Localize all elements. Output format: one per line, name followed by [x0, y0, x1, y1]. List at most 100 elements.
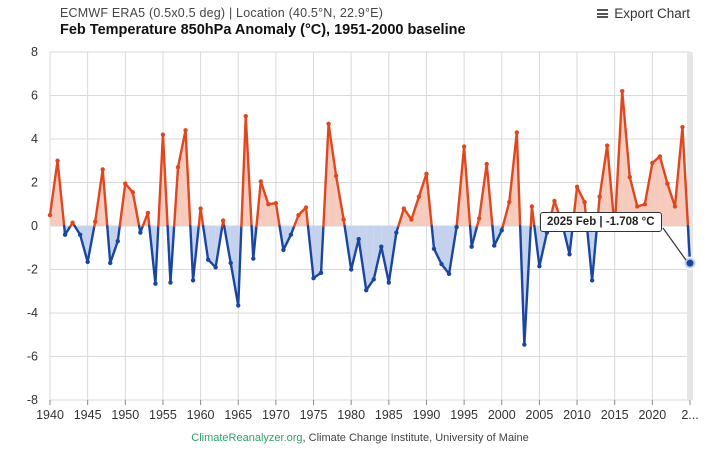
- data-point[interactable]: [514, 130, 520, 135]
- data-point[interactable]: [85, 259, 90, 265]
- data-point[interactable]: [273, 200, 279, 206]
- positive-area: [268, 203, 276, 226]
- data-point[interactable]: [341, 217, 346, 222]
- negative-area: [441, 226, 450, 274]
- data-point[interactable]: [469, 244, 474, 249]
- data-point[interactable]: [258, 179, 264, 184]
- data-point[interactable]: [582, 199, 587, 205]
- data-point[interactable]: [552, 198, 557, 204]
- positive-area: [125, 183, 133, 226]
- negative-line-segment: [154, 224, 160, 285]
- data-point[interactable]: [522, 342, 527, 347]
- data-point[interactable]: [431, 246, 437, 252]
- data-point[interactable]: [476, 216, 482, 221]
- data-point[interactable]: [439, 261, 444, 267]
- data-point[interactable]: [77, 232, 83, 237]
- data-point[interactable]: [62, 232, 68, 237]
- data-point[interactable]: [416, 194, 422, 199]
- data-point[interactable]: [620, 88, 625, 94]
- positive-line-segment: [477, 162, 488, 220]
- positive-line-segment: [462, 145, 472, 228]
- data-point[interactable]: [348, 267, 354, 272]
- data-points[interactable]: [47, 88, 697, 347]
- y-tick-label: 2: [31, 176, 38, 190]
- data-point[interactable]: [537, 264, 542, 269]
- data-point[interactable]: [642, 202, 648, 207]
- data-point[interactable]: [190, 278, 196, 283]
- data-point[interactable]: [386, 280, 392, 285]
- data-point[interactable]: [424, 171, 429, 176]
- data-point[interactable]: [499, 228, 504, 233]
- data-point[interactable]: [507, 199, 512, 205]
- data-point[interactable]: [296, 212, 301, 218]
- data-point[interactable]: [567, 252, 572, 257]
- data-point[interactable]: [650, 160, 655, 166]
- data-point[interactable]: [492, 243, 497, 248]
- data-point[interactable]: [145, 210, 151, 216]
- data-point[interactable]: [303, 205, 309, 210]
- data-point[interactable]: [364, 287, 369, 293]
- data-point[interactable]: [115, 239, 120, 244]
- data-point[interactable]: [356, 236, 361, 242]
- data-point[interactable]: [311, 276, 316, 281]
- negative-area: [230, 226, 239, 306]
- data-point[interactable]: [657, 154, 663, 159]
- data-point[interactable]: [379, 244, 384, 249]
- data-point[interactable]: [665, 181, 670, 186]
- data-point[interactable]: [153, 281, 158, 286]
- data-point[interactable]: [138, 230, 143, 235]
- data-point[interactable]: [394, 230, 399, 235]
- data-point[interactable]: [228, 260, 233, 266]
- data-point[interactable]: [454, 224, 459, 230]
- data-point[interactable]: [333, 173, 339, 179]
- data-point[interactable]: [281, 247, 286, 253]
- data-point[interactable]: [589, 278, 595, 283]
- positive-line-segment: [515, 131, 522, 228]
- data-point[interactable]: [484, 161, 489, 167]
- data-point[interactable]: [198, 206, 203, 211]
- menu-icon: [597, 9, 609, 18]
- data-point[interactable]: [597, 194, 602, 199]
- data-point[interactable]: [318, 270, 324, 275]
- data-point[interactable]: [461, 144, 467, 149]
- highlight-point[interactable]: [686, 259, 694, 267]
- data-point[interactable]: [672, 204, 678, 209]
- data-point[interactable]: [266, 202, 271, 207]
- data-point[interactable]: [130, 190, 136, 195]
- data-point[interactable]: [635, 204, 640, 209]
- data-point[interactable]: [627, 174, 632, 180]
- data-point[interactable]: [446, 271, 452, 277]
- data-point[interactable]: [326, 121, 331, 126]
- data-point[interactable]: [236, 303, 241, 308]
- negative-line-segment: [169, 224, 176, 284]
- negative-line-segment: [585, 224, 594, 282]
- data-point[interactable]: [47, 212, 53, 218]
- data-point[interactable]: [100, 167, 105, 172]
- data-point[interactable]: [574, 184, 580, 190]
- export-chart-button[interactable]: Export Chart: [597, 6, 690, 21]
- data-point[interactable]: [160, 132, 166, 137]
- data-point[interactable]: [243, 113, 248, 119]
- footer-brand-link[interactable]: ClimateReanalyzer.org: [191, 432, 303, 444]
- data-point[interactable]: [409, 217, 414, 222]
- series-lines: [48, 89, 692, 346]
- data-point[interactable]: [604, 143, 610, 148]
- data-point[interactable]: [168, 280, 173, 285]
- data-point[interactable]: [205, 257, 211, 262]
- data-point[interactable]: [175, 165, 181, 170]
- data-point[interactable]: [220, 218, 226, 223]
- data-point[interactable]: [92, 219, 98, 224]
- data-point[interactable]: [529, 204, 535, 209]
- data-point[interactable]: [251, 256, 256, 261]
- data-point[interactable]: [123, 181, 128, 186]
- data-point[interactable]: [371, 277, 376, 282]
- data-point[interactable]: [680, 124, 685, 130]
- data-point[interactable]: [108, 260, 113, 266]
- data-point[interactable]: [401, 206, 407, 211]
- x-tick-label: 1950: [111, 408, 139, 422]
- data-point[interactable]: [213, 265, 218, 270]
- data-point[interactable]: [288, 232, 294, 237]
- data-point[interactable]: [55, 158, 60, 163]
- data-point[interactable]: [70, 220, 75, 225]
- data-point[interactable]: [183, 128, 188, 133]
